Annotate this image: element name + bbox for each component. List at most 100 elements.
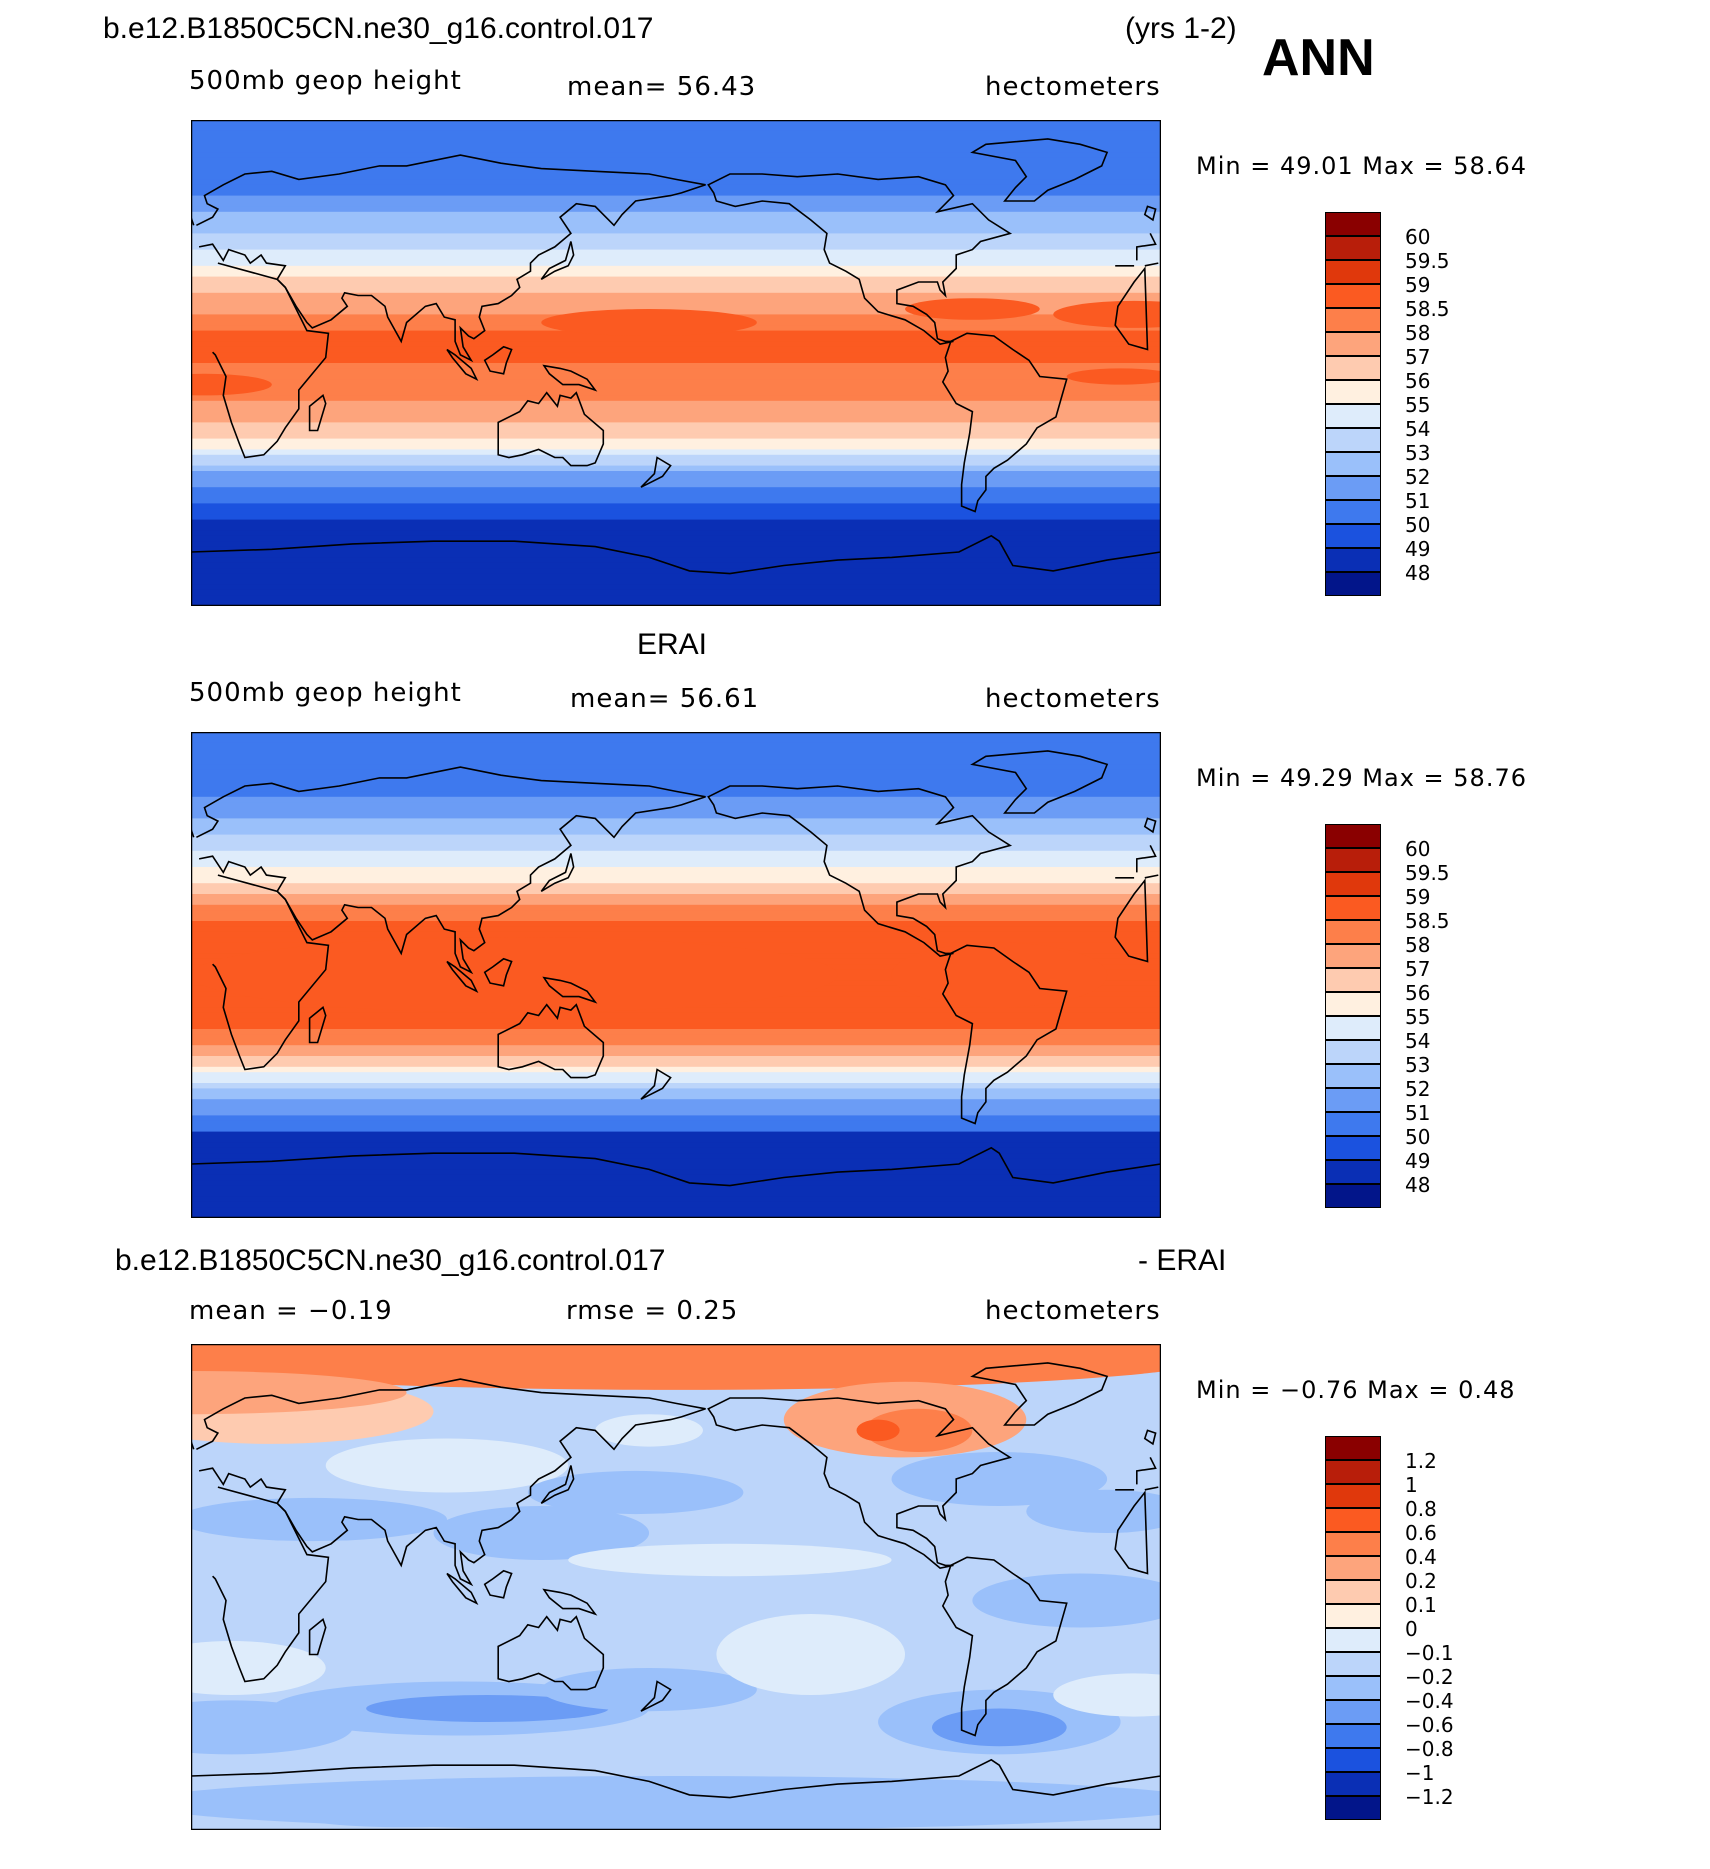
contour-blob (1066, 368, 1161, 385)
contour-blob (191, 937, 838, 1013)
panel1-colorbar-cell (1325, 308, 1381, 332)
contour-band (191, 152, 1161, 159)
coastline (483, 957, 513, 987)
panel1-colorbar-cell (1325, 212, 1381, 236)
contour-band (191, 796, 1161, 803)
panel1-colorbar-label: 55 (1405, 393, 1431, 417)
contour-band (191, 190, 1161, 197)
contour-band (191, 1147, 1161, 1154)
coastline (540, 853, 575, 892)
panel1-colorbar-label: 50 (1405, 513, 1431, 537)
contour-band (191, 742, 1161, 749)
contour-blob (541, 309, 757, 336)
contour-band (191, 552, 1161, 558)
contour-band (191, 921, 1161, 927)
coastline (308, 1618, 327, 1656)
coastline (540, 241, 575, 280)
panel1-colorbar-cell (1325, 380, 1381, 404)
panel1-colorbar-cell (1325, 284, 1381, 308)
contour-band (191, 546, 1161, 553)
contour-band (191, 1012, 1161, 1019)
contour-band (191, 1099, 1161, 1106)
contour-band (191, 508, 1161, 515)
contour-band (191, 336, 1161, 342)
contour-band (191, 1212, 1161, 1218)
coastline (707, 785, 1013, 957)
contour-band (191, 931, 1161, 938)
panel3-colorbar-label: −1 (1405, 1761, 1435, 1785)
panel2-colorbar-cell (1325, 896, 1381, 920)
contour-band (191, 1207, 1161, 1214)
contour-band (191, 368, 1161, 375)
contour-band (191, 444, 1161, 450)
contour-band (191, 487, 1161, 494)
contour-band (191, 476, 1161, 483)
contour-band (191, 823, 1161, 830)
panel1-colorbar-strip (1325, 212, 1381, 596)
contour-band (191, 1056, 1161, 1062)
contour-band (191, 1201, 1161, 1208)
coastline (483, 345, 513, 375)
contour-band (191, 535, 1161, 542)
panel2-minmax: Min = 49.29 Max = 58.76 (1196, 764, 1527, 792)
contour-band (191, 390, 1161, 396)
contour-band (191, 363, 1161, 369)
coastline (542, 1588, 598, 1616)
contour-band (191, 287, 1161, 294)
coastline (497, 1615, 605, 1691)
coastline (196, 154, 1159, 363)
panel3-colorbar-cell (1325, 1700, 1381, 1724)
coastline (308, 394, 327, 432)
panel1-colorbar-label: 51 (1405, 489, 1431, 513)
contour-band (191, 449, 1161, 456)
panel3-colorbar-cell (1325, 1772, 1381, 1796)
panel2-colorbar-label: 58 (1405, 933, 1431, 957)
panel3-colorbar-cell (1325, 1748, 1381, 1772)
panel2-colorbar-strip (1325, 824, 1381, 1208)
coastline (970, 1362, 1109, 1426)
contour-band (191, 195, 1161, 202)
panel3-title-right: - ERAI (1138, 1244, 1227, 1277)
contour-blob (1053, 300, 1161, 328)
panel3-colorbar-cell (1325, 1796, 1381, 1820)
panel1-colorbar-cell (1325, 572, 1381, 596)
contour-blob (931, 1708, 1067, 1747)
contour-band (191, 1164, 1161, 1170)
contour-band (191, 861, 1161, 868)
coastline (196, 766, 1159, 975)
panel2-colorbar-cell (1325, 872, 1381, 896)
contour-blob (541, 1668, 757, 1712)
panel3-colorbar-label: 0 (1405, 1617, 1418, 1641)
case-title: b.e12.B1850C5CN.ne30_g16.control.017 (103, 12, 654, 45)
coastline (196, 1378, 1159, 1587)
contour-band (191, 292, 1161, 299)
contour-band (191, 872, 1161, 879)
contour-band (191, 1191, 1161, 1197)
panel3-colorbar-cell (1325, 1556, 1381, 1580)
contour-band (191, 589, 1161, 596)
panel1-colorbar-cell (1325, 404, 1381, 428)
panel2-title: ERAI (637, 628, 708, 661)
contour-band (191, 1110, 1161, 1116)
contour-band (191, 877, 1161, 884)
contour-band (191, 1072, 1161, 1079)
contour-band (191, 406, 1161, 413)
coastline (446, 348, 479, 381)
panel2-colorbar-label: 60 (1405, 837, 1431, 861)
contour-band (191, 1050, 1161, 1057)
contour-band (191, 1066, 1161, 1073)
contour-band (191, 379, 1161, 386)
coastline (446, 960, 479, 993)
panel1-colorbar-cell (1325, 236, 1381, 260)
contour-band (191, 282, 1161, 288)
contour-band (191, 764, 1161, 771)
contour-band (191, 395, 1161, 402)
contour-band (191, 850, 1161, 857)
contour-blob (568, 1543, 892, 1577)
panel3-colorbar-label: −0.1 (1405, 1641, 1454, 1665)
contour-band (191, 384, 1161, 391)
panel3-colorbar-label: −1.2 (1405, 1785, 1454, 1809)
panel1-colorbar-cell (1325, 476, 1381, 500)
contour-band (191, 519, 1161, 526)
contour-band (191, 856, 1161, 863)
